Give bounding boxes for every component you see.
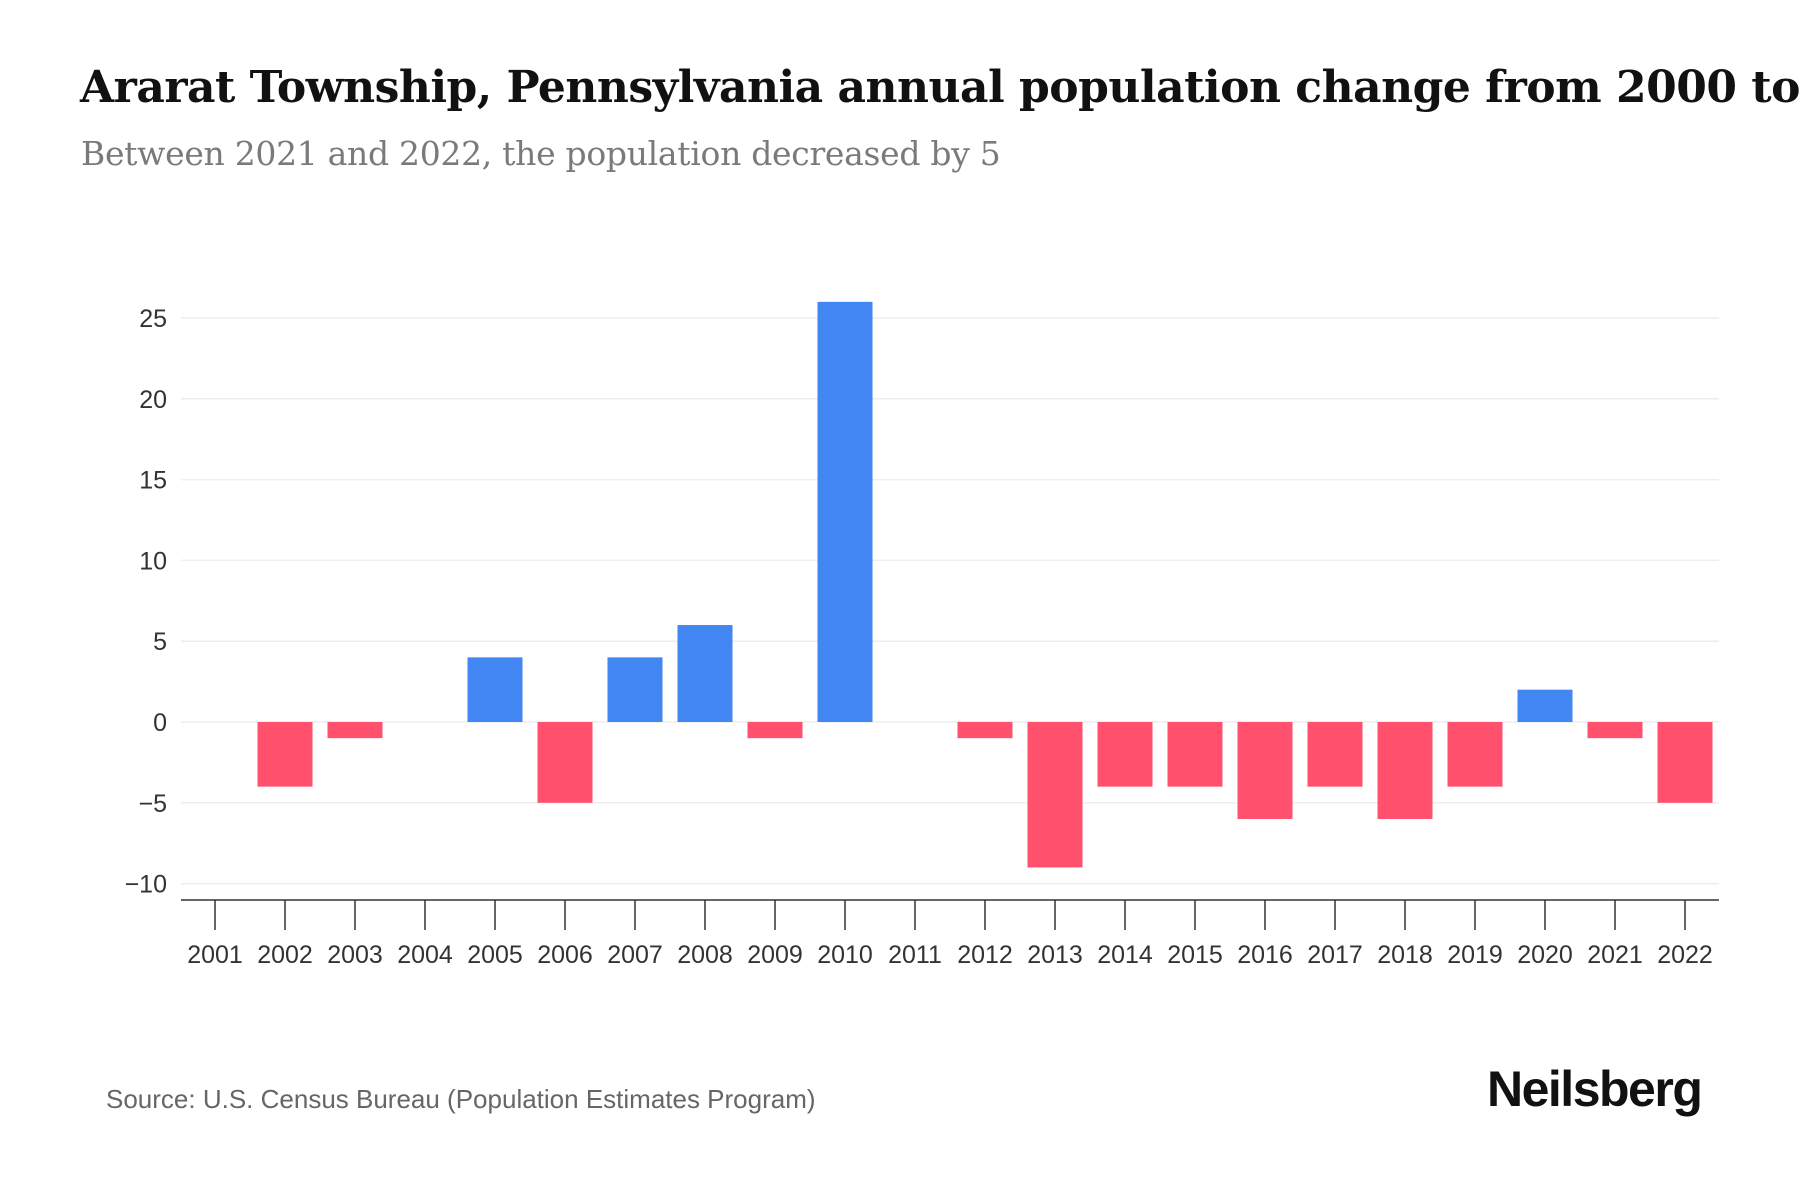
x-tick-label: 2022 <box>1657 941 1713 969</box>
x-tick-label: 2011 <box>888 941 942 969</box>
x-tick-label: 2013 <box>1027 941 1083 969</box>
bar-2002 <box>257 722 313 787</box>
x-tick-label: 2010 <box>817 941 873 969</box>
x-tick-label: 2015 <box>1167 941 1223 969</box>
bar-2018 <box>1377 722 1433 819</box>
x-tick-label: 2007 <box>607 941 663 969</box>
y-tick-label: 0 <box>153 709 167 737</box>
x-axis <box>181 899 1719 930</box>
x-tick-label: 2014 <box>1097 941 1153 969</box>
x-tick-label: 2021 <box>1587 941 1643 969</box>
bar-2019 <box>1447 722 1503 787</box>
x-tick-label: 2002 <box>257 941 313 969</box>
x-tick-label: 2006 <box>537 941 593 969</box>
y-tick-label: −10 <box>125 871 167 899</box>
bars <box>257 301 1713 868</box>
chart-subtitle: Between 2021 and 2022, the population de… <box>81 134 1001 173</box>
bar-2012 <box>957 722 1013 739</box>
gridlines <box>181 317 1719 885</box>
x-tick-label: 2020 <box>1517 941 1573 969</box>
bar-2005 <box>467 657 523 722</box>
chart-title: Ararat Township, Pennsylvania annual pop… <box>80 62 1800 113</box>
bar-2016 <box>1237 722 1293 819</box>
bar-2014 <box>1097 722 1153 787</box>
y-tick-label: 15 <box>139 467 167 495</box>
bar-2013 <box>1027 722 1083 868</box>
bar-2022 <box>1657 722 1713 803</box>
bar-2008 <box>677 625 733 722</box>
x-tick-label: 2003 <box>327 941 383 969</box>
x-tick-label: 2005 <box>467 941 523 969</box>
x-tick-label: 2008 <box>677 941 733 969</box>
x-tick-label: 2004 <box>397 941 453 969</box>
x-tick-label: 2012 <box>957 941 1013 969</box>
bar-2007 <box>607 657 663 722</box>
x-tick-label: 2016 <box>1237 941 1293 969</box>
bar-2021 <box>1587 722 1643 739</box>
bar-2020 <box>1517 689 1573 722</box>
x-axis-labels: 2001 2002 2003 2004 2005 2006 2007 2008 2009 2010… <box>187 941 1713 969</box>
y-tick-label: 5 <box>153 628 167 656</box>
bar-2003 <box>327 722 383 739</box>
brand-logo: Neilsberg <box>1487 1061 1703 1117</box>
bar-2015 <box>1167 722 1223 787</box>
y-tick-label: 25 <box>139 305 167 333</box>
y-axis-labels: 25 20 15 10 5 0 −5 −10 <box>125 305 167 899</box>
bar-2009 <box>747 722 803 739</box>
x-tick-label: 2018 <box>1377 941 1433 969</box>
bar-2010 <box>817 301 873 722</box>
bar-2006 <box>537 722 593 803</box>
bar-2017 <box>1307 722 1363 787</box>
y-tick-label: 20 <box>139 386 167 414</box>
x-tick-label: 2009 <box>747 941 803 969</box>
y-tick-label: −5 <box>138 790 167 818</box>
y-tick-label: 10 <box>139 547 167 575</box>
source-note: Source: U.S. Census Bureau (Population E… <box>106 1084 816 1114</box>
x-tick-label: 2001 <box>187 941 243 969</box>
x-tick-label: 2017 <box>1307 941 1363 969</box>
x-tick-label: 2019 <box>1447 941 1503 969</box>
